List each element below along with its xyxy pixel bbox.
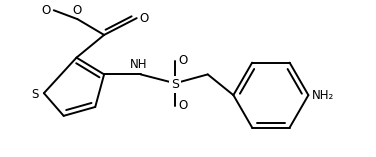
Text: S: S — [171, 78, 179, 91]
Text: O: O — [178, 54, 187, 67]
Text: O: O — [42, 4, 51, 17]
Text: NH: NH — [130, 58, 147, 71]
Text: O: O — [73, 4, 82, 17]
Text: O: O — [139, 12, 149, 25]
Text: S: S — [32, 88, 39, 101]
Text: O: O — [178, 100, 187, 112]
Text: NH₂: NH₂ — [312, 89, 335, 102]
